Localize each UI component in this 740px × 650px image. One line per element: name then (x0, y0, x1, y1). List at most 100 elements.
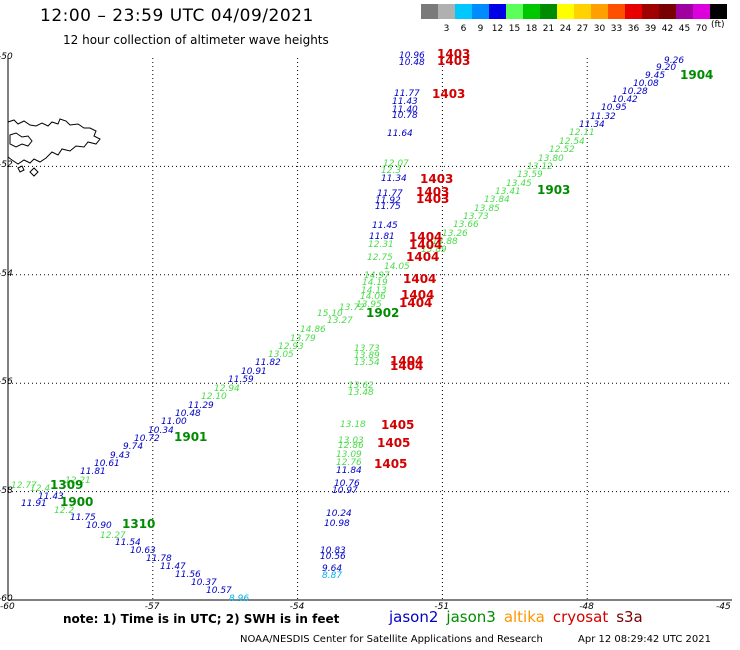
color-swatch-label: 33 (610, 24, 623, 34)
wave-height-label: 11.78 (146, 554, 172, 564)
color-swatch-label: 42 (661, 24, 674, 34)
color-swatch-label: 36 (627, 24, 640, 34)
legend-s3a: s3a (616, 608, 643, 626)
pass-time-tag: 1902 (366, 306, 400, 320)
wave-height-label: 13.12 (527, 162, 553, 172)
wave-height-label: 11.81 (369, 232, 395, 242)
wave-height-label: 11.77 (377, 189, 403, 199)
color-swatch (421, 4, 438, 19)
wave-height-label: 13.09 (336, 450, 362, 460)
wave-height-label: 13.48 (348, 388, 374, 398)
wave-height-label: 10.56 (320, 552, 346, 562)
wave-height-label: 10.48 (175, 409, 201, 419)
longitude-tick-label: -45 (716, 602, 731, 612)
pass-time-tag: 1405 (374, 457, 408, 471)
longitude-tick-label: -51 (434, 602, 450, 612)
color-swatch (557, 4, 574, 19)
latitude-tick-label: -52 (0, 160, 13, 171)
wave-height-label: 10.08 (633, 79, 659, 89)
wave-height-label: 13.05 (268, 350, 294, 360)
color-swatch-label: 24 (559, 24, 572, 34)
color-swatch-label: 6 (460, 24, 467, 34)
pass-time-tag: 1404 (399, 296, 433, 310)
wave-height-label: 13.73 (354, 344, 380, 354)
pass-time-tag: 1310 (122, 517, 156, 531)
color-swatch-label: 39 (644, 24, 657, 34)
satellite-legend: jason2 jason3 altika cryosat s3a (389, 608, 651, 626)
wave-height-label: 12.3 (381, 166, 402, 176)
color-swatch-label: 21 (542, 24, 555, 34)
pass-time-tag: 1403 (416, 192, 450, 206)
color-swatch (608, 4, 625, 19)
wave-height-label: 14.19 (362, 278, 388, 288)
credit-line: NOAA/NESDIS Center for Satellite Applica… (240, 634, 543, 645)
wave-height-label: 10.42 (612, 95, 638, 105)
wave-height-label: 14.05 (384, 262, 410, 272)
color-swatch (591, 4, 608, 19)
color-swatch (523, 4, 540, 19)
pass-time-tag: 1403 (437, 54, 471, 68)
color-swatch (693, 4, 710, 19)
color-swatch (455, 4, 472, 19)
pass-time-tag: 1900 (60, 495, 94, 509)
wave-height-label: 12.2 (54, 506, 75, 516)
wave-height-label: 10.57 (206, 586, 232, 596)
wave-height-label: 11.59 (228, 375, 254, 385)
color-swatch (438, 4, 455, 19)
wave-height-label: 13.89 (354, 351, 380, 361)
wave-height-label: 10.34 (148, 426, 174, 436)
wave-height-label: 10.90 (86, 521, 112, 531)
pass-time-tag: 1403 (437, 47, 471, 61)
wave-height-label: 11.00 (161, 417, 187, 427)
wave-height-label: 8.87 (322, 571, 343, 581)
wave-height-label: 10.28 (622, 87, 648, 97)
color-swatch (472, 4, 489, 19)
wave-height-label: 11.75 (375, 202, 401, 212)
wave-height-label: 13.54 (354, 358, 380, 368)
legend-altika: altika (503, 608, 545, 626)
longitude-tick-label: -48 (579, 602, 594, 612)
color-swatch-label: 15 (508, 24, 521, 34)
pass-time-tag: 1404 (390, 354, 424, 368)
pass-time-tag: 1403 (416, 185, 450, 199)
wave-height-label: 13.41 (495, 187, 521, 197)
wave-height-label: 11.43 (38, 492, 64, 502)
wave-height-label: 11.91 (21, 499, 47, 509)
wave-height-label: 9.45 (645, 71, 666, 81)
color-swatch (540, 4, 557, 19)
wave-height-label: 12.31 (368, 240, 394, 250)
wave-height-label: 13.80 (538, 154, 564, 164)
wave-height-label: 10.63 (130, 546, 156, 556)
wave-height-label: 9.43 (110, 451, 131, 461)
wave-height-label: 13.62 (348, 381, 374, 391)
color-swatch-label: 45 (678, 24, 691, 34)
map-subtitle: 12 hour collection of altimeter wave hei… (63, 33, 329, 47)
falkland-islands-coastline (7, 118, 101, 177)
wave-height-label: 9.20 (656, 63, 677, 73)
wave-height-label: 13.79 (290, 334, 316, 344)
longitude-tick-label: -60 (0, 602, 15, 612)
color-swatch (676, 4, 693, 19)
wave-height-label: 14.06 (360, 292, 386, 302)
wave-height-label: 14.13 (361, 286, 387, 296)
wave-height-label: 10.91 (241, 367, 267, 377)
wave-height-label: 11.47 (160, 562, 186, 572)
wave-height-label: 13.18 (340, 420, 366, 430)
wave-height-label: 12.21 (65, 476, 91, 486)
wave-height-label: 11.34 (579, 120, 605, 130)
wave-height-label: 11.43 (392, 97, 418, 107)
latitude-tick-label: -56 (0, 377, 13, 388)
wave-height-label: 10.96 (399, 51, 425, 61)
color-swatch (506, 4, 523, 19)
color-swatch-label: 3 (443, 24, 450, 34)
pass-time-tag: 1403 (432, 87, 466, 101)
wave-height-label: 11.45 (372, 221, 398, 231)
wave-height-label: 8.96 (229, 594, 250, 604)
wave-height-label: 12.27 (100, 531, 126, 541)
wave-height-label: 9.74 (123, 442, 144, 452)
wave-height-label: 12.93 (278, 342, 304, 352)
wave-height-label: 13.88 (432, 237, 458, 247)
wave-height-label: 12.07 (383, 159, 409, 169)
wave-height-label: 12.52 (549, 145, 575, 155)
pass-time-tag: 1404 (406, 250, 440, 264)
